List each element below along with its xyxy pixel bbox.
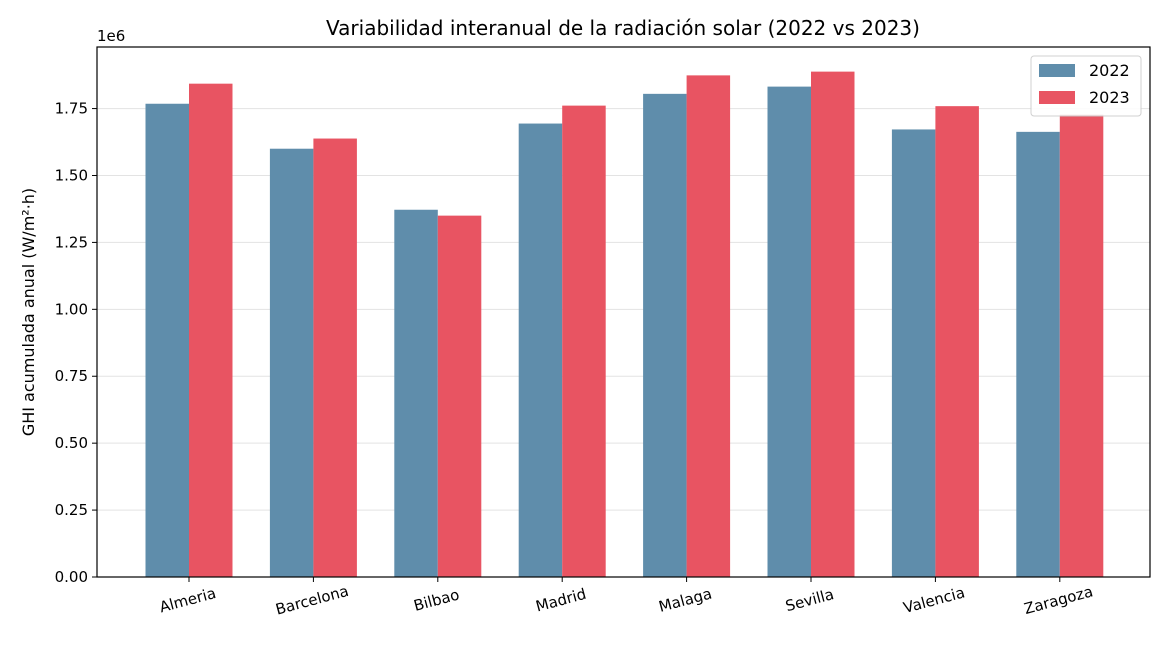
bar-2023-zaragoza bbox=[1059, 114, 1104, 578]
y-tick-label: 0.00 bbox=[55, 568, 88, 586]
bar-2022-malaga bbox=[643, 93, 687, 577]
y-tick-label: 0.50 bbox=[55, 434, 88, 452]
x-tick-label: Bilbao bbox=[412, 585, 462, 614]
bar-2022-almeria bbox=[145, 103, 189, 578]
x-tick-label: Zaragoza bbox=[1022, 582, 1095, 618]
y-offset-label: 1e6 bbox=[97, 27, 125, 45]
y-tick-label: 1.25 bbox=[55, 233, 88, 251]
x-tick-label: Sevilla bbox=[784, 585, 836, 615]
grid-lines bbox=[97, 108, 1150, 578]
bar-2023-madrid bbox=[562, 105, 606, 577]
bar-2023-malaga bbox=[686, 75, 731, 578]
bar-2022-bilbao bbox=[394, 209, 438, 577]
chart-title: Variabilidad interanual de la radiación … bbox=[326, 16, 920, 40]
legend-swatch-2023 bbox=[1039, 91, 1075, 104]
y-tick-label: 0.25 bbox=[55, 501, 88, 519]
x-tick-label: Malaga bbox=[657, 584, 714, 615]
y-tick-label: 1.50 bbox=[55, 166, 88, 184]
bar-2022-sevilla bbox=[767, 86, 811, 578]
legend-label-2023: 2023 bbox=[1089, 88, 1130, 107]
legend: 2022 2023 bbox=[1030, 55, 1142, 117]
bar-2022-madrid bbox=[518, 123, 563, 578]
plot-frame bbox=[96, 46, 1151, 578]
bar-2023-sevilla bbox=[811, 71, 855, 578]
bar-2022-zaragoza bbox=[1016, 131, 1060, 578]
y-axis-label: GHI acumulada anual (W/m²·h) bbox=[19, 188, 38, 436]
bar-2022-valencia bbox=[891, 129, 936, 577]
legend-label-2022: 2022 bbox=[1089, 61, 1130, 80]
bars bbox=[145, 71, 1104, 578]
y-tick-label: 1.75 bbox=[55, 100, 88, 118]
y-tick-label: 0.75 bbox=[55, 367, 88, 385]
bar-2023-bilbao bbox=[437, 215, 482, 578]
y-tick-label: 1.00 bbox=[55, 300, 88, 318]
x-tick-label: Almeria bbox=[157, 584, 217, 616]
x-tick-label: Madrid bbox=[534, 585, 588, 616]
legend-swatch-2022 bbox=[1039, 64, 1075, 77]
bar-2022-barcelona bbox=[269, 148, 314, 578]
bar-2023-valencia bbox=[935, 106, 979, 578]
x-tick-label: Barcelona bbox=[274, 582, 351, 619]
x-tick-label: Valencia bbox=[901, 583, 966, 617]
bar-2023-barcelona bbox=[313, 138, 357, 577]
bar-2023-almeria bbox=[189, 83, 233, 577]
